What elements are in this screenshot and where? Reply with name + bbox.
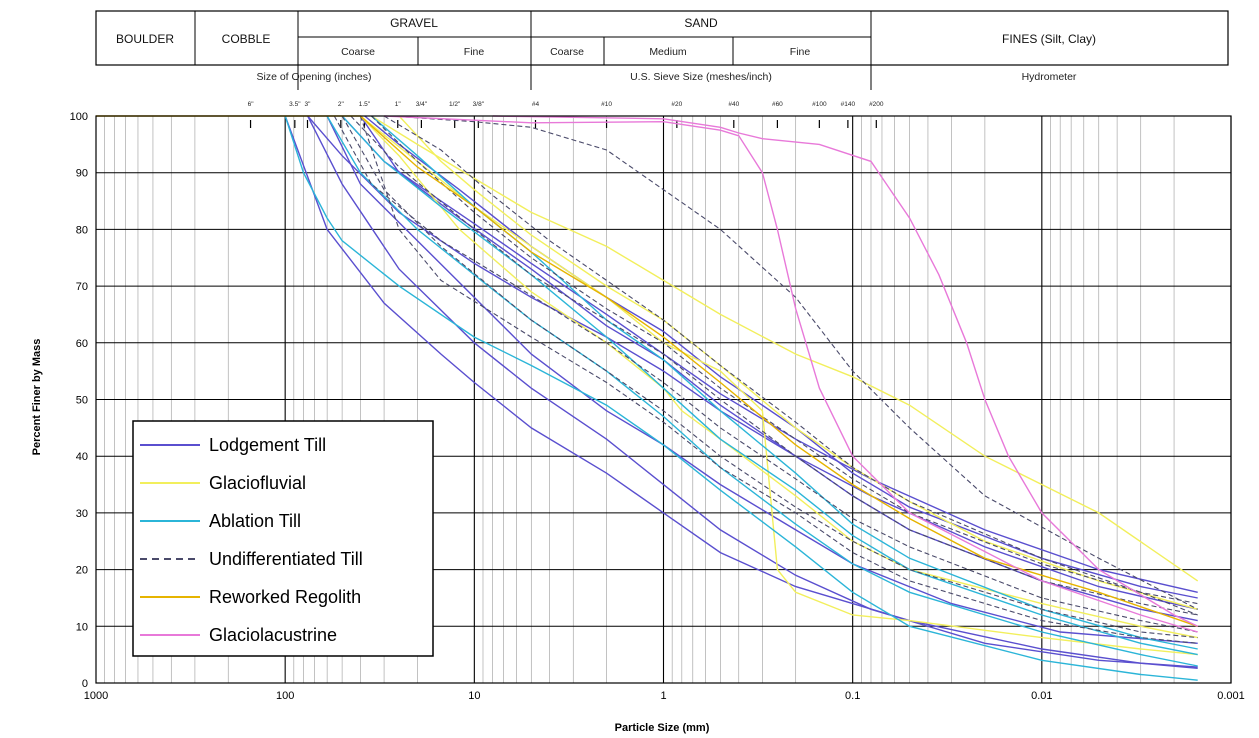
sieve-label: 3/4" [416, 101, 428, 108]
series-line-undifferentiated-till [341, 115, 1198, 639]
series-line-glaciofluvial [359, 115, 1198, 639]
legend-label: Glaciolacustrine [209, 625, 337, 645]
y-axis-title: Percent Finer by Mass [31, 339, 43, 456]
sieve-label: #100 [812, 101, 827, 108]
header-hydrometer: Hydrometer [1022, 71, 1077, 83]
series-line-lodgement-till [307, 115, 1198, 668]
sieve-label: 1.5" [359, 101, 371, 108]
header-sand-coarse: Coarse [550, 46, 584, 58]
sieve-label: #200 [869, 101, 884, 108]
legend: Lodgement Till Glaciofluvial Ablation Till… [132, 420, 434, 657]
sieve-label: #20 [671, 101, 682, 108]
sieve-marks: 6" 3.5" 3" 2" 1.5" 1" 3/4" 1/2" 3/8" #4 #10 #20 #40 #… [248, 101, 884, 128]
series-line-undifferentiated-till [383, 115, 1198, 616]
y-tick-label: 10 [76, 621, 88, 633]
series-line-lodgement-till [359, 115, 1198, 622]
series-line-reworked-regolith [96, 115, 1198, 627]
legend-box [132, 420, 434, 657]
series-line-glaciofluvial [398, 115, 1198, 610]
plot-frame [95, 115, 1232, 684]
sieve-label: 3.5" [289, 101, 301, 108]
x-tick-label: 10 [468, 690, 480, 702]
header-sand-medium: Medium [649, 46, 687, 58]
series-line-lodgement-till [284, 115, 1198, 669]
legend-label: Undifferentiated Till [209, 549, 363, 569]
series-line-glaciofluvial [371, 115, 1199, 582]
x-tick-label: 0.01 [1031, 690, 1052, 702]
legend-label: Lodgement Till [209, 435, 326, 455]
series-line-lodgement-till [341, 115, 1198, 593]
y-tick-label: 90 [76, 168, 88, 180]
y-tick-label: 60 [76, 338, 88, 350]
series-line-ablation-till [341, 115, 1198, 656]
sieve-label: #140 [841, 101, 856, 108]
legend-label: Glaciofluvial [209, 473, 306, 493]
series-layer [96, 115, 1199, 681]
x-tick-label: 0.1 [845, 690, 860, 702]
axis-ticks: 0 10 20 30 40 50 60 70 80 90 100 1000 100 10 1 0.1 0.01 0… [70, 111, 1245, 702]
series-line-glaciofluvial [359, 115, 1198, 656]
x-axis-title: Particle Size (mm) [615, 722, 710, 734]
header-sand-fine: Fine [790, 46, 811, 58]
y-tick-label: 40 [76, 451, 88, 463]
header-fines: FINES (Silt, Clay) [1002, 32, 1096, 46]
x-tick-label: 1000 [84, 690, 108, 702]
sieve-label: 1" [395, 101, 402, 108]
sieve-label: #4 [532, 101, 540, 108]
series-line-undifferentiated-till [350, 115, 1198, 616]
header-size-opening: Size of Opening (inches) [257, 71, 372, 83]
classification-header: BOULDER COBBLE GRAVEL SAND FINES (Silt, … [95, 10, 1229, 90]
series-line-undifferentiated-till [389, 115, 1198, 610]
sieve-label: 3/8" [473, 101, 485, 108]
sieve-label: #60 [772, 101, 783, 108]
y-tick-label: 0 [82, 678, 88, 690]
series-line-undifferentiated-till [371, 115, 1198, 605]
series-line-ablation-till [326, 115, 1198, 667]
series-line-lodgement-till [307, 115, 1198, 610]
x-tick-label: 1 [660, 690, 666, 702]
sieve-label: 6" [248, 101, 255, 108]
series-line-glaciolacustrine [492, 115, 1199, 627]
x-tick-label: 0.001 [1217, 690, 1245, 702]
series-line-ablation-till [284, 115, 1198, 681]
x-tick-label: 100 [276, 690, 294, 702]
sieve-label: 2" [338, 101, 345, 108]
sieve-label: 3" [305, 101, 312, 108]
header-gravel-coarse: Coarse [341, 46, 375, 58]
series-line-glaciolacustrine [384, 115, 1198, 633]
sieve-label: #40 [728, 101, 739, 108]
header-boulder: BOULDER [116, 32, 174, 46]
y-tick-label: 80 [76, 224, 88, 236]
header-gravel: GRAVEL [390, 16, 438, 30]
header-sand: SAND [684, 16, 718, 30]
header-sieve-size: U.S. Sieve Size (meshes/inch) [630, 71, 772, 83]
y-tick-label: 50 [76, 395, 88, 407]
y-tick-label: 100 [70, 111, 88, 123]
legend-label: Ablation Till [209, 511, 301, 531]
sieve-label: 1/2" [449, 101, 461, 108]
header-cobble: COBBLE [222, 32, 271, 46]
y-tick-label: 70 [76, 281, 88, 293]
header-gravel-fine: Fine [464, 46, 485, 58]
y-tick-label: 30 [76, 508, 88, 520]
series-line-undifferentiated-till [359, 115, 1198, 644]
y-tick-label: 20 [76, 565, 88, 577]
legend-label: Reworked Regolith [209, 587, 361, 607]
sieve-label: #10 [601, 101, 612, 108]
